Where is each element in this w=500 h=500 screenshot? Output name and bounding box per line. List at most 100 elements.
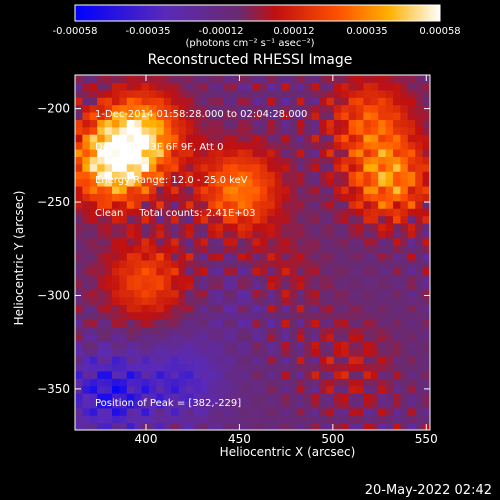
heatmap-cell <box>141 171 150 180</box>
heatmap-cell <box>378 415 387 424</box>
heatmap-cell <box>141 148 150 157</box>
heatmap-cell <box>245 75 254 83</box>
heatmap-cell <box>230 326 239 335</box>
heatmap-cell <box>400 252 409 261</box>
heatmap-cell <box>289 141 298 150</box>
heatmap-cell <box>222 200 231 209</box>
heatmap-cell <box>415 141 424 150</box>
heatmap-cell <box>178 333 187 342</box>
heatmap-cell <box>75 89 83 98</box>
heatmap-cell <box>311 304 320 313</box>
heatmap-cell <box>400 111 409 120</box>
heatmap-cell <box>89 82 98 91</box>
heatmap-cell <box>215 370 224 379</box>
heatmap-cell <box>252 289 261 298</box>
heatmap-cell <box>422 163 430 172</box>
heatmap-cell <box>311 104 320 113</box>
heatmap-cell <box>311 126 320 135</box>
heatmap-cell <box>415 289 424 298</box>
heatmap-cell <box>75 393 83 402</box>
heatmap-cell <box>82 75 91 83</box>
heatmap-cell <box>363 252 372 261</box>
heatmap-cell <box>252 296 261 305</box>
heatmap-cell <box>363 82 372 91</box>
heatmap-cell <box>119 274 128 283</box>
heatmap-cell <box>326 415 335 424</box>
heatmap-cell <box>171 222 180 231</box>
heatmap-cell <box>156 75 165 83</box>
heatmap-cell <box>230 259 239 268</box>
heatmap-cell <box>178 415 187 424</box>
heatmap-cell <box>282 415 291 424</box>
heatmap-cell <box>296 119 305 128</box>
heatmap-cell <box>171 208 180 217</box>
heatmap-cell <box>252 304 261 313</box>
heatmap-cell <box>208 348 217 357</box>
heatmap-cell <box>104 119 113 128</box>
heatmap-cell <box>75 289 83 298</box>
heatmap-cell <box>348 267 357 276</box>
heatmap-cell <box>407 237 416 246</box>
heatmap-cell <box>230 370 239 379</box>
heatmap-cell <box>193 348 202 357</box>
heatmap-cell <box>370 75 379 83</box>
heatmap-cell <box>289 185 298 194</box>
heatmap-cell <box>341 148 350 157</box>
heatmap-cell <box>289 319 298 328</box>
heatmap-cell <box>282 341 291 350</box>
heatmap-cell <box>111 274 120 283</box>
heatmap-cell <box>385 422 394 430</box>
heatmap-cell <box>348 356 357 365</box>
heatmap-cell <box>126 333 135 342</box>
heatmap-cell <box>326 333 335 342</box>
heatmap-cell <box>111 104 120 113</box>
heatmap-cell <box>171 126 180 135</box>
heatmap-cell <box>274 104 283 113</box>
heatmap-cell <box>148 119 157 128</box>
heatmap-cell <box>141 289 150 298</box>
heatmap-cell <box>193 230 202 239</box>
heatmap-cell <box>200 259 209 268</box>
heatmap-cell <box>119 282 128 291</box>
heatmap-cell <box>356 185 365 194</box>
heatmap-cell <box>311 393 320 402</box>
heatmap-cell <box>104 97 113 106</box>
heatmap-cell <box>407 304 416 313</box>
heatmap-cell <box>348 252 357 261</box>
heatmap-cell <box>245 156 254 165</box>
heatmap-cell <box>415 97 424 106</box>
heatmap-cell <box>245 259 254 268</box>
heatmap-cell <box>111 311 120 320</box>
heatmap-cell <box>282 289 291 298</box>
heatmap-cell <box>415 75 424 83</box>
heatmap-cell <box>289 348 298 357</box>
heatmap-cell <box>134 356 143 365</box>
heatmap-cell <box>97 104 106 113</box>
heatmap-cell <box>319 363 328 372</box>
heatmap-cell <box>289 89 298 98</box>
heatmap-cell <box>193 75 202 83</box>
heatmap-cell <box>370 119 379 128</box>
heatmap-cell <box>296 104 305 113</box>
heatmap-cell <box>208 208 217 217</box>
heatmap-cell <box>326 385 335 394</box>
heatmap-cell <box>222 230 231 239</box>
heatmap-cell <box>111 304 120 313</box>
heatmap-cell <box>215 304 224 313</box>
heatmap-cell <box>400 148 409 157</box>
heatmap-cell <box>75 348 83 357</box>
heatmap-cell <box>134 407 143 416</box>
heatmap-cell <box>378 208 387 217</box>
heatmap-cell <box>193 104 202 113</box>
heatmap-cell <box>363 89 372 98</box>
heatmap-cell <box>415 296 424 305</box>
heatmap-cell <box>171 363 180 372</box>
heatmap-cell <box>163 215 172 224</box>
heatmap-cell <box>289 126 298 135</box>
heatmap-cell <box>415 415 424 424</box>
heatmap-cell <box>363 274 372 283</box>
heatmap-cell <box>245 311 254 320</box>
heatmap-cell <box>97 141 106 150</box>
heatmap-cell <box>178 185 187 194</box>
heatmap-cell <box>363 378 372 387</box>
